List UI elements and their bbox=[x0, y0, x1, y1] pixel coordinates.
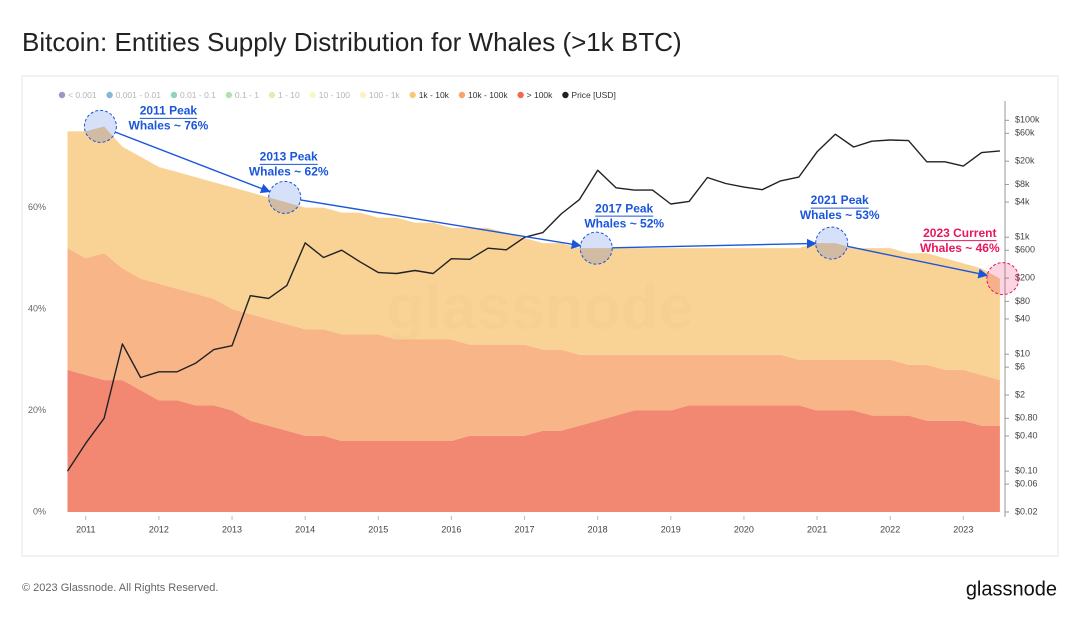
annotation-title: 2011 Peak bbox=[140, 104, 198, 118]
legend-label: 10 - 100 bbox=[319, 90, 350, 100]
legend-swatch bbox=[359, 91, 367, 99]
brand-logo: glassnode bbox=[966, 578, 1057, 600]
x-tick-label: 2021 bbox=[807, 524, 827, 534]
annotation-text: Whales ~ 76% bbox=[129, 119, 209, 133]
y-tick-label: 20% bbox=[28, 405, 46, 415]
legend-label: > 100k bbox=[527, 90, 554, 100]
annotation-marker bbox=[83, 109, 117, 143]
annotation-marker bbox=[579, 231, 613, 265]
y2-tick-label: $40 bbox=[1015, 313, 1030, 323]
x-tick-label: 2022 bbox=[880, 524, 900, 534]
annotation-arrow bbox=[300, 199, 582, 249]
annotation-title: 2013 Peak bbox=[260, 150, 318, 164]
x-tick-label: 2020 bbox=[734, 524, 754, 534]
x-tick-label: 2019 bbox=[661, 524, 681, 534]
area bbox=[67, 126, 1000, 381]
legend-swatch bbox=[106, 91, 113, 99]
annotation-arrow bbox=[847, 245, 989, 279]
y2-tick-label: $8k bbox=[1015, 179, 1030, 189]
annotation-title: 2023 Current bbox=[923, 226, 996, 240]
area bbox=[67, 248, 1000, 441]
legend-label: Price [USD] bbox=[571, 90, 615, 100]
chart-title: Bitcoin: Entities Supply Distribution fo… bbox=[22, 27, 682, 57]
legend-swatch bbox=[309, 91, 316, 99]
annotation-title: 2017 Peak bbox=[595, 201, 653, 215]
y2-tick-label: $200 bbox=[1015, 272, 1035, 282]
x-tick-label: 2023 bbox=[953, 524, 973, 534]
area bbox=[67, 369, 1000, 512]
y-tick-label: 40% bbox=[28, 303, 46, 313]
y2-tick-label: $60k bbox=[1015, 128, 1035, 138]
legend-label: 0.001 - 0.01 bbox=[116, 90, 162, 100]
legend-swatch bbox=[170, 91, 178, 99]
legend-label: 0.01 - 0.1 bbox=[180, 90, 216, 100]
annotation-text: Whales ~ 52% bbox=[584, 216, 664, 230]
y2-tick-label: $0.10 bbox=[1015, 466, 1038, 476]
y2-tick-label: $4k bbox=[1015, 196, 1030, 206]
legend-swatch bbox=[562, 91, 569, 99]
legend-label: 0.1 - 1 bbox=[235, 90, 259, 100]
y-tick-label: 0% bbox=[33, 506, 46, 516]
x-tick-label: 2017 bbox=[515, 524, 535, 534]
annotation-marker bbox=[986, 262, 1020, 296]
x-tick-label: 2014 bbox=[295, 524, 315, 534]
panel bbox=[21, 75, 1059, 557]
legend-label: < 0.001 bbox=[68, 90, 97, 100]
legend-swatch bbox=[225, 91, 233, 99]
annotation-text: Whales ~ 62% bbox=[249, 165, 329, 179]
x-tick-label: 2016 bbox=[441, 524, 461, 534]
y2-tick-label: $6 bbox=[1015, 362, 1025, 372]
legend-label: 1 - 10 bbox=[278, 90, 300, 100]
legend-swatch bbox=[268, 91, 276, 99]
y-tick-label: 60% bbox=[28, 202, 46, 212]
x-tick-label: 2013 bbox=[222, 524, 242, 534]
legend-swatch bbox=[517, 91, 524, 99]
y2-tick-label: $0.06 bbox=[1015, 478, 1038, 488]
y2-tick-label: $2 bbox=[1015, 389, 1025, 399]
y2-tick-label: $20k bbox=[1015, 156, 1035, 166]
x-tick-label: 2015 bbox=[368, 524, 388, 534]
y2-tick-label: $0.02 bbox=[1015, 506, 1038, 516]
legend-swatch bbox=[58, 91, 66, 99]
y2-tick-label: $80 bbox=[1015, 296, 1030, 306]
y2-tick-label: $600 bbox=[1015, 245, 1035, 255]
annotation-text: Whales ~ 46% bbox=[920, 241, 1000, 255]
y2-tick-label: $0.80 bbox=[1015, 413, 1038, 423]
y2-tick-label: $1k bbox=[1015, 232, 1030, 242]
footer: © 2023 Glassnode. All Rights Reserved. bbox=[22, 582, 218, 594]
annotation-arrow bbox=[115, 131, 271, 194]
annotation-title: 2021 Peak bbox=[811, 193, 869, 207]
y2-tick-label: $0.40 bbox=[1015, 430, 1038, 440]
legend-swatch bbox=[409, 91, 416, 99]
annotation-marker bbox=[815, 226, 849, 260]
legend-label: 100 - 1k bbox=[369, 90, 400, 100]
plot-area bbox=[66, 126, 1000, 512]
y2-tick-label: $10 bbox=[1015, 349, 1030, 359]
annotation-text: Whales ~ 53% bbox=[800, 208, 880, 222]
legend-label: 1k - 10k bbox=[419, 90, 450, 100]
y2-tick-label: $100k bbox=[1015, 115, 1040, 125]
annotation-marker bbox=[268, 180, 302, 214]
x-tick-label: 2018 bbox=[588, 524, 608, 534]
legend-swatch bbox=[458, 91, 466, 99]
annotation-arrow bbox=[612, 238, 817, 249]
price-line bbox=[66, 133, 1000, 472]
x-tick-label: 2012 bbox=[149, 524, 169, 534]
x-tick-label: 2011 bbox=[76, 524, 95, 534]
legend-label: 10k - 100k bbox=[468, 90, 508, 100]
